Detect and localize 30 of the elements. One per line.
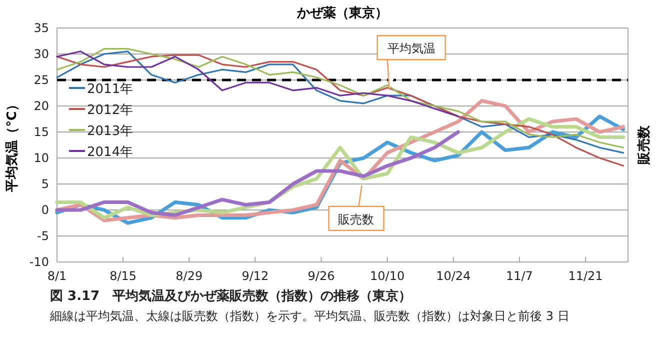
y-tick-label: 15 (34, 125, 49, 139)
x-tick-label: 8/15 (110, 269, 137, 283)
annotation: 平均気温 (387, 42, 436, 56)
y-tick-label: -10 (29, 255, 49, 269)
x-tick-label: 9/12 (242, 269, 269, 283)
x-tick-label: 11/21 (568, 269, 603, 283)
annotation: 販売数 (338, 212, 374, 226)
y-axis-title: 平均気温（℃） (5, 98, 20, 193)
legend-label: 2014年 (87, 145, 134, 160)
legend-label: 2012年 (87, 103, 134, 118)
text: 細線は平均気温、太線は販売数（指数）を示す。平均気温、販売数（指数）は対象日と前後 3 日 (49, 309, 570, 323)
x-tick-label: 8/29 (176, 269, 203, 283)
y-tick-label: 5 (41, 177, 49, 191)
legend-label: 2013年 (87, 124, 134, 139)
y-tick-label: 25 (34, 73, 49, 87)
y-tick-label: 30 (34, 47, 49, 61)
y-tick-label: 20 (34, 99, 49, 113)
x-tick-label: 10/24 (436, 269, 471, 283)
y-tick-label: -5 (37, 229, 49, 243)
x-tick-label: 10/10 (370, 269, 405, 283)
y-tick-label: 35 (34, 21, 49, 35)
chart-title: かぜ薬（東京） (296, 5, 388, 21)
caption: 図 3.17 平均気温及びかぜ薬販売数（指数）の推移（東京） (50, 288, 412, 304)
x-tick-label: 9/26 (308, 269, 335, 283)
x-tick-label: 11/7 (506, 269, 533, 283)
y-tick-label: 10 (34, 151, 49, 165)
y2-axis-title: 販売数 (636, 124, 652, 166)
y-tick-label: 0 (41, 203, 49, 217)
legend-label: 2011年 (87, 82, 134, 97)
x-tick-label: 8/1 (47, 269, 67, 283)
